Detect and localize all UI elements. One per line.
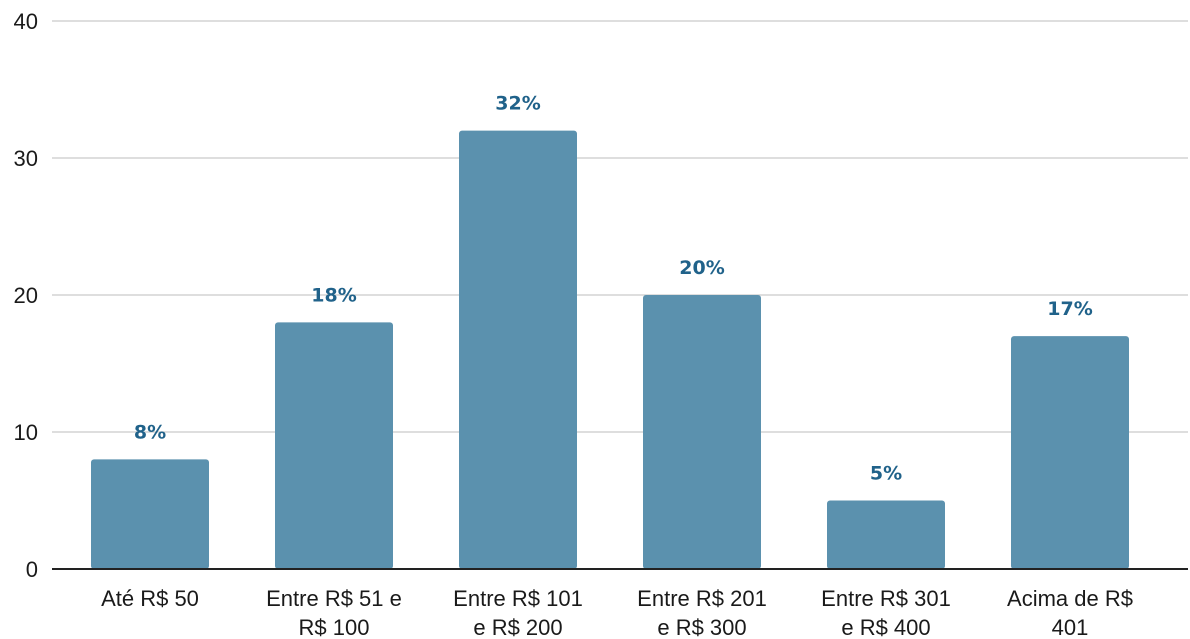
bar [91,459,209,569]
data-label: 8% [134,421,166,443]
x-tick-label: e R$ 200 [473,615,562,639]
data-label: 17% [1047,298,1092,320]
x-tick-label: e R$ 400 [841,615,930,639]
x-tick-label: e R$ 300 [657,615,746,639]
x-tick-label: Entre R$ 201 [637,586,767,611]
y-tick-label: 30 [14,146,38,171]
bar [275,322,393,569]
data-label: 18% [311,284,356,306]
x-tick-label: 401 [1052,615,1089,639]
x-tick-label: R$ 100 [299,615,370,639]
data-label: 20% [679,257,724,279]
data-label: 32% [495,93,540,115]
bar [643,295,761,569]
y-tick-label: 40 [14,9,38,34]
data-label: 5% [870,463,902,485]
x-tick-label: Até R$ 50 [101,586,199,611]
bar [1011,336,1129,569]
x-tick-label: Entre R$ 301 [821,586,951,611]
y-tick-label: 10 [14,420,38,445]
x-tick-label: Acima de R$ [1007,586,1133,611]
x-tick-label: Entre R$ 51 e [266,586,402,611]
x-tick-label: Entre R$ 101 [453,586,583,611]
bar [459,130,577,569]
y-tick-label: 0 [26,557,38,582]
bar [827,500,945,569]
y-tick-label: 20 [14,283,38,308]
